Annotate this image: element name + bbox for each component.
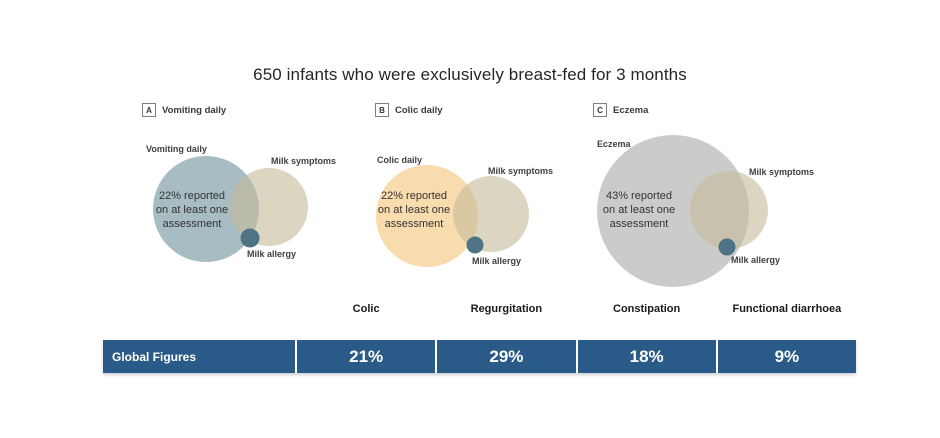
- value-colic: 21%: [297, 340, 436, 373]
- eczema-circle-label: Eczema: [597, 139, 631, 149]
- milk-allergy-label-c: Milk allergy: [731, 255, 781, 265]
- stat-line: on at least one: [155, 204, 229, 216]
- table-header-row: Colic Regurgitation Constipation Functio…: [103, 303, 856, 315]
- stat-line: 43% reported: [605, 190, 673, 202]
- milk-symptoms-label-c: Milk symptoms: [749, 167, 815, 177]
- milk-symptoms-circle-a: [230, 168, 308, 246]
- milk-allergy-circle-b: [466, 236, 484, 254]
- panel-c-stat: 43% reported on at least one assessment: [591, 189, 687, 231]
- panel-a-label: Vomiting daily: [162, 104, 227, 116]
- milk-allergy-circle-a: [240, 228, 260, 248]
- panel-c-label: Eczema: [613, 104, 649, 116]
- colic-daily-circle-label: Colic daily: [377, 155, 423, 165]
- milk-allergy-circle-c: [718, 238, 736, 256]
- stat-line: assessment: [609, 218, 669, 230]
- panel-b-header: B Colic daily: [375, 103, 443, 117]
- milk-symptoms-circle-c: [690, 171, 768, 249]
- stat-line: 22% reported: [158, 190, 226, 202]
- stat-line: 22% reported: [380, 190, 448, 202]
- panel-a-header: A Vomiting daily: [142, 103, 226, 117]
- panel-b-label: Colic daily: [395, 104, 443, 116]
- milk-symptoms-circle-b: [453, 176, 529, 252]
- milk-symptoms-label-a: Milk symptoms: [271, 156, 337, 166]
- milk-allergy-label-a: Milk allergy: [247, 249, 297, 259]
- global-figures-label: Global Figures: [103, 340, 295, 373]
- milk-symptoms-label-b: Milk symptoms: [488, 166, 554, 176]
- panel-b-stat: 22% reported on at least one assessment: [366, 189, 462, 231]
- value-functional-diarrhoea: 9%: [717, 340, 856, 373]
- vomiting-daily-circle: [153, 156, 259, 262]
- milk-allergy-label-b: Milk allergy: [472, 256, 522, 266]
- table-header-spacer: [103, 303, 295, 315]
- table-header-constipation: Constipation: [613, 303, 681, 315]
- value-regurgitation: 29%: [437, 340, 576, 373]
- global-figures-row: Global Figures 21% 29% 18% 9%: [103, 340, 856, 373]
- panel-a-letter-box: A: [142, 103, 156, 117]
- figure-title: 650 infants who were exclusively breast-…: [253, 65, 687, 84]
- stat-line: on at least one: [602, 204, 676, 216]
- stat-line: assessment: [162, 218, 222, 230]
- stat-line: assessment: [384, 218, 444, 230]
- eczema-circle: [597, 135, 749, 287]
- colic-daily-circle: [376, 165, 478, 267]
- table-header-functional-diarrhoea: Functional diarrhoea: [732, 303, 842, 315]
- table-header-regurgitation: Regurgitation: [470, 303, 543, 315]
- table-header-colic: Colic: [352, 303, 380, 315]
- vomiting-daily-circle-label: Vomiting daily: [146, 144, 207, 154]
- panel-c-letter-box: C: [593, 103, 607, 117]
- stat-line: on at least one: [377, 204, 451, 216]
- panel-a-stat: 22% reported on at least one assessment: [144, 189, 240, 231]
- panel-c-header: C Eczema: [593, 103, 648, 117]
- value-constipation: 18%: [577, 340, 716, 373]
- panel-b-letter-box: B: [375, 103, 389, 117]
